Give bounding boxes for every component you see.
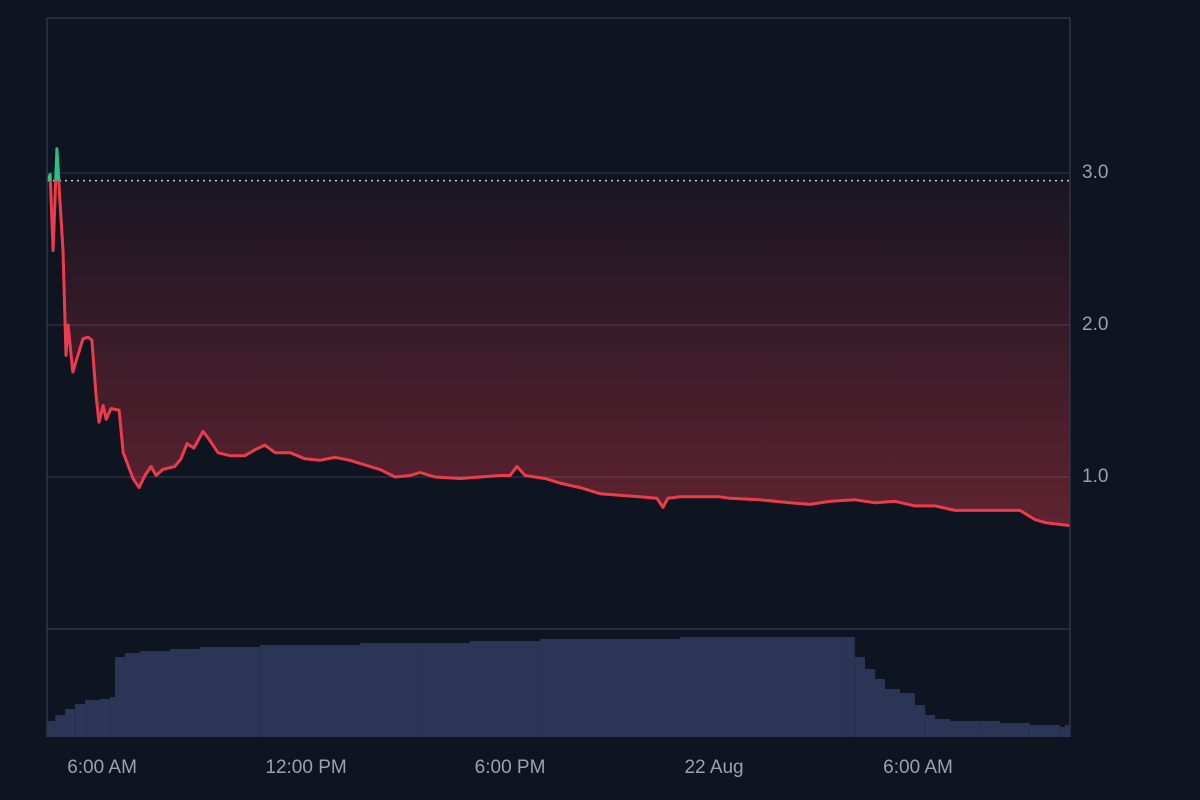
x-tick-label: 6:00 AM (883, 757, 953, 778)
volume-bar (925, 715, 936, 737)
plot: 1.0 2.0 3.0 6:00 AM 12:00 PM 6:00 PM 22 Aug 6:0… (46, 147, 1108, 778)
volume-bar (914, 705, 926, 737)
y-tick-label: 2.0 (1082, 314, 1108, 335)
volume-bar (600, 639, 681, 737)
volume-bar (65, 709, 75, 737)
y-tick-label: 3.0 (1082, 162, 1108, 183)
volume-bar (885, 689, 901, 737)
volume-bar (864, 669, 876, 737)
volume-bar (469, 641, 540, 737)
volume-bar (140, 651, 171, 737)
volume-bar (124, 653, 141, 737)
volume-bar (999, 723, 1030, 737)
volume-bar (100, 699, 110, 737)
volume-bar (109, 697, 115, 737)
volume-bar (74, 704, 86, 737)
volume-bar (1064, 725, 1070, 737)
volume-bar (170, 649, 200, 737)
volume-bar (900, 693, 915, 737)
volume-bar (539, 639, 601, 737)
volume-bar (320, 645, 361, 737)
x-tick-label: 12:00 PM (265, 757, 346, 778)
baseline-area (48, 148, 1070, 526)
x-tick-label: 6:00 PM (475, 757, 546, 778)
volume-bar (199, 647, 260, 737)
volume-bar (55, 715, 66, 737)
volume-bar (1059, 727, 1065, 737)
volume-bar (114, 657, 125, 737)
volume-bar (935, 719, 950, 737)
volume-bar (259, 645, 321, 737)
x-tick-label: 6:00 AM (67, 757, 137, 778)
volume-bar (419, 643, 470, 737)
volume-bar (854, 657, 865, 737)
price-line (46, 147, 1071, 528)
y-tick-label: 1.0 (1082, 466, 1108, 487)
volume-bar (949, 721, 980, 737)
volume-bar (85, 700, 101, 737)
volume-bar (360, 643, 420, 737)
x-tick-label: 22 Aug (684, 757, 743, 778)
volume-bar (875, 679, 886, 737)
volume-bar (47, 721, 56, 737)
volume-bar (1029, 725, 1060, 737)
volume-bar (680, 637, 760, 737)
volume-bar (759, 637, 845, 737)
volume-bar (844, 637, 855, 737)
volume-bar (979, 721, 1000, 737)
frame (46, 17, 1071, 737)
